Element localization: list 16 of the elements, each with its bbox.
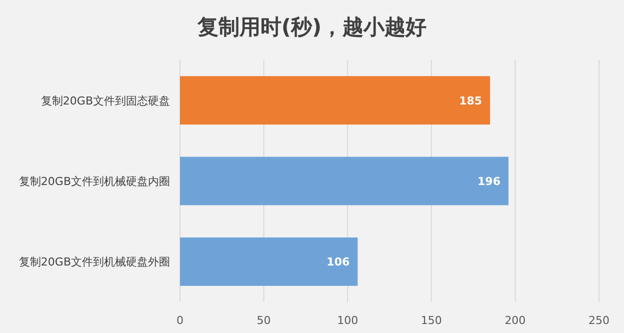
bar	[180, 76, 490, 125]
x-tick-label: 0	[176, 314, 184, 327]
x-tick-label: 200	[504, 314, 526, 327]
y-tick-label: 复制20GB文件到固态硬盘	[40, 94, 170, 108]
y-tick-label: 复制20GB文件到机械硬盘内圈	[18, 175, 170, 188]
x-tick-label: 150	[420, 314, 442, 327]
data-label: 196	[478, 175, 501, 188]
x-tick-label: 100	[337, 314, 358, 327]
chart-title: 复制用时(秒)，越小越好	[196, 15, 427, 39]
y-tick-label: 复制20GB文件到机械硬盘外圈	[18, 256, 170, 269]
bar	[180, 237, 358, 286]
data-label: 106	[326, 256, 350, 269]
data-label: 185	[459, 94, 482, 108]
x-tick-label: 250	[588, 314, 610, 327]
x-tick-label: 50	[256, 314, 271, 327]
bar	[180, 156, 508, 206]
